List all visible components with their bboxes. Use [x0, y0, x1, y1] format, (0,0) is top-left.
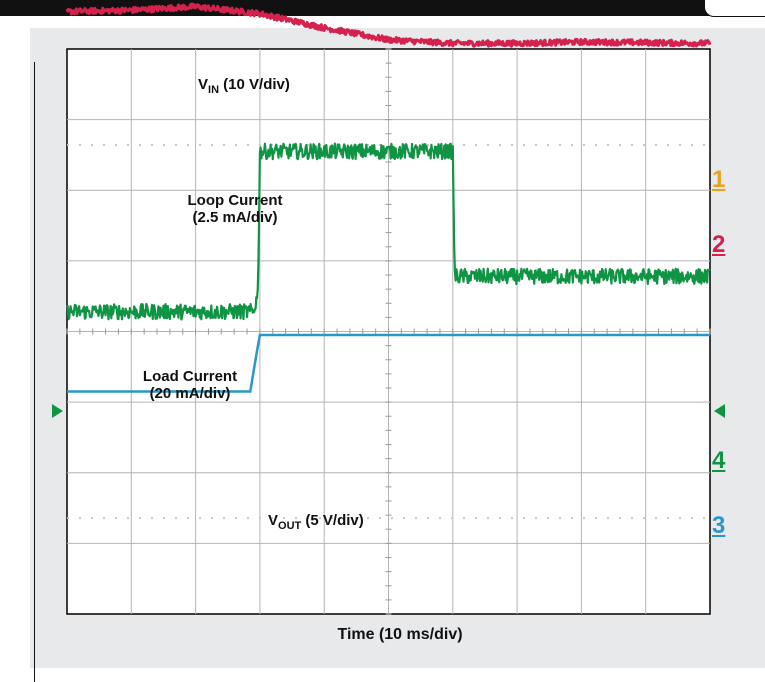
trigger-marker-left	[52, 404, 63, 418]
header-tab	[704, 0, 765, 17]
trace-load-current-20-ma-div	[66, 142, 711, 321]
traces	[65, 2, 712, 393]
loop-current-label: Loop Current (2.5 mA/div)	[187, 192, 283, 226]
trace-loop-current-2-5-ma-div	[65, 2, 712, 48]
left-rule	[34, 62, 35, 682]
channel-4-marker: 4	[712, 447, 726, 474]
vin-label: VIN (10 V/div)	[198, 76, 290, 96]
x-axis-label: Time (10 ms/div)	[337, 626, 463, 643]
vout-label: VOUT (5 V/div)	[268, 512, 364, 532]
load-current-label: Load Current (20 mA/div)	[142, 368, 238, 402]
trace-vout-5-v-div	[67, 333, 710, 393]
trigger-marker-right	[714, 404, 725, 418]
channel-3-marker: 3	[712, 512, 726, 539]
grid	[66, 48, 711, 615]
channel-1-marker: 1	[712, 166, 726, 193]
channel-2-marker: 2	[712, 231, 726, 258]
